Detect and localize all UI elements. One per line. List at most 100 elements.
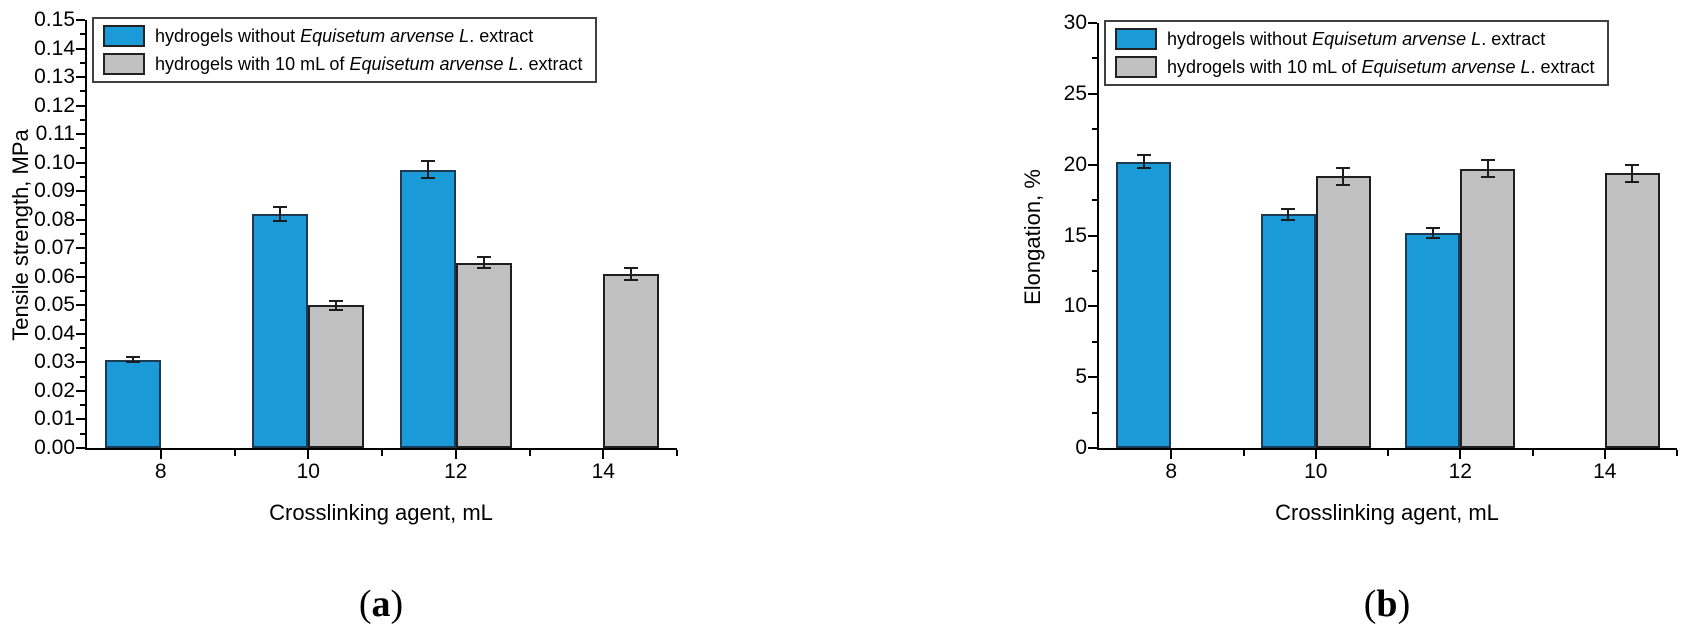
- x-major-tick: [602, 450, 605, 459]
- y-major-tick: [76, 19, 85, 21]
- y-tick-label: 0.06: [34, 264, 75, 288]
- bar-without-extract-at-8mL: [1116, 161, 1172, 448]
- legend-label-species-italic: Equisetum arvense L: [1361, 57, 1531, 77]
- y-tick-label: 0.09: [34, 179, 75, 203]
- y-major-tick: [1088, 92, 1097, 95]
- y-minor-tick: [80, 290, 85, 293]
- x-boundary-tick: [233, 450, 236, 456]
- x-major-tick: [454, 450, 457, 459]
- x-tick-label: 12: [444, 460, 468, 483]
- y-tick-label: 0.13: [34, 65, 75, 89]
- error-bar-line: [1142, 155, 1145, 169]
- error-bar-line: [630, 268, 633, 280]
- y-minor-tick: [80, 404, 85, 407]
- y-tick-label: 10: [1063, 294, 1087, 318]
- caption-paren-open: (: [358, 583, 372, 625]
- x-tick-label: 14: [1593, 460, 1617, 483]
- x-boundary-tick: [381, 450, 383, 456]
- legend-swatch-gray: [1115, 56, 1157, 78]
- x-tick-label: 12: [1448, 460, 1472, 483]
- error-bar-cap-top: [1480, 159, 1495, 162]
- y-minor-tick: [80, 318, 85, 321]
- y-tick-label: 15: [1063, 223, 1087, 247]
- error-bar-cap-bottom: [420, 177, 435, 180]
- y-tick-label: 0.02: [34, 378, 75, 402]
- legend-label-suffix: . extract: [518, 54, 583, 74]
- legend-label-suffix: . extract: [1481, 29, 1546, 49]
- y-major-tick: [1088, 22, 1097, 24]
- error-bar-cap-bottom: [1480, 176, 1495, 179]
- y-minor-tick: [80, 347, 85, 350]
- chart-a-legend: hydrogels without Equisetum arvense L. e…: [92, 17, 597, 83]
- caption-paren-open: (: [1363, 583, 1377, 625]
- error-bar-cap-bottom: [1136, 167, 1151, 170]
- legend-item-without-extract: hydrogels without Equisetum arvense L. e…: [103, 24, 583, 48]
- y-major-tick: [1088, 305, 1097, 308]
- error-bar-line: [279, 206, 282, 222]
- error-bar-line: [1342, 167, 1345, 185]
- y-major-tick: [76, 133, 85, 136]
- chart-b-x-axis-label: Crosslinking agent, mL: [1275, 500, 1499, 525]
- y-minor-tick: [80, 204, 85, 207]
- legend-label-suffix: . extract: [1530, 57, 1595, 77]
- caption-paren-close: ): [1397, 583, 1411, 625]
- x-major-tick: [159, 450, 162, 459]
- legend-label-without-extract: hydrogels without Equisetum arvense L. e…: [1167, 27, 1545, 51]
- chart-b-elongation: 0 5 10 15 20 25 30 8 10 12 14 Elongation, % Crossl…: [1020, 11, 1678, 625]
- bar-without-extract-at-8mL: [104, 359, 161, 448]
- y-major-tick: [1088, 234, 1097, 237]
- error-bar-cap-top: [329, 300, 344, 303]
- error-bar-cap-bottom: [1625, 180, 1640, 183]
- y-major-tick: [76, 247, 85, 250]
- y-minor-tick: [1092, 199, 1097, 202]
- y-minor-tick: [80, 33, 85, 36]
- x-boundary-tick: [1676, 450, 1678, 456]
- y-tick-label: 25: [1063, 81, 1087, 105]
- y-major-tick: [76, 389, 85, 392]
- bar-with-extract-at-12mL: [455, 262, 512, 448]
- legend-label-with-extract: hydrogels with 10 mL of Equisetum arvens…: [155, 52, 583, 76]
- x-tick-label: 8: [154, 460, 167, 483]
- y-minor-tick: [80, 375, 85, 378]
- legend-label-species-italic: Equisetum arvense L: [349, 54, 519, 74]
- error-bar-line: [335, 301, 338, 310]
- x-major-tick: [307, 450, 310, 459]
- legend-label-with-extract: hydrogels with 10 mL of Equisetum arvens…: [1167, 55, 1595, 79]
- caption-paren-close: ): [390, 583, 404, 625]
- bar-with-extract-at-10mL: [1315, 176, 1371, 448]
- x-major-tick: [1170, 450, 1173, 459]
- y-tick-label: 0.05: [34, 293, 75, 317]
- legend-label-species-italic: Equisetum arvense L: [300, 26, 470, 46]
- error-bar-line: [1287, 208, 1290, 220]
- y-tick-label: 0.08: [34, 207, 75, 231]
- y-major-tick: [76, 361, 85, 364]
- y-major-tick: [1088, 163, 1097, 166]
- x-boundary-tick: [1242, 450, 1245, 456]
- y-minor-tick: [80, 175, 85, 178]
- legend-label-prefix: hydrogels without: [155, 26, 301, 46]
- y-minor-tick: [80, 90, 85, 93]
- y-major-tick: [76, 332, 85, 335]
- legend-label-prefix: hydrogels without: [1167, 29, 1313, 49]
- y-tick-label: 0.14: [34, 36, 75, 60]
- bar-with-extract-at-10mL: [308, 305, 365, 448]
- error-bar-cap-top: [1136, 154, 1151, 157]
- y-minor-tick: [1092, 128, 1097, 131]
- error-bar-cap-top: [273, 205, 288, 208]
- y-tick-label: 0.07: [34, 236, 75, 260]
- caption-letter: b: [1376, 583, 1398, 625]
- error-bar-cap-bottom: [329, 308, 344, 311]
- y-minor-tick: [80, 233, 85, 235]
- error-bar-cap-top: [1281, 207, 1296, 210]
- y-tick-label: 0.03: [34, 350, 75, 374]
- y-tick-label: 0.11: [35, 122, 75, 146]
- y-major-tick: [76, 304, 85, 307]
- y-tick-label: 30: [1063, 11, 1087, 34]
- bar-with-extract-at-14mL: [1604, 173, 1660, 448]
- chart-a-plot-area: 0.00 0.01 0.02 0.03 0.04 0.05 0.06 0.07 0.08 0.09…: [34, 8, 678, 483]
- x-major-tick: [1603, 450, 1606, 459]
- error-bar-cap-bottom: [476, 267, 491, 270]
- y-tick-label: 0.00: [34, 436, 75, 459]
- x-boundary-tick: [528, 450, 531, 456]
